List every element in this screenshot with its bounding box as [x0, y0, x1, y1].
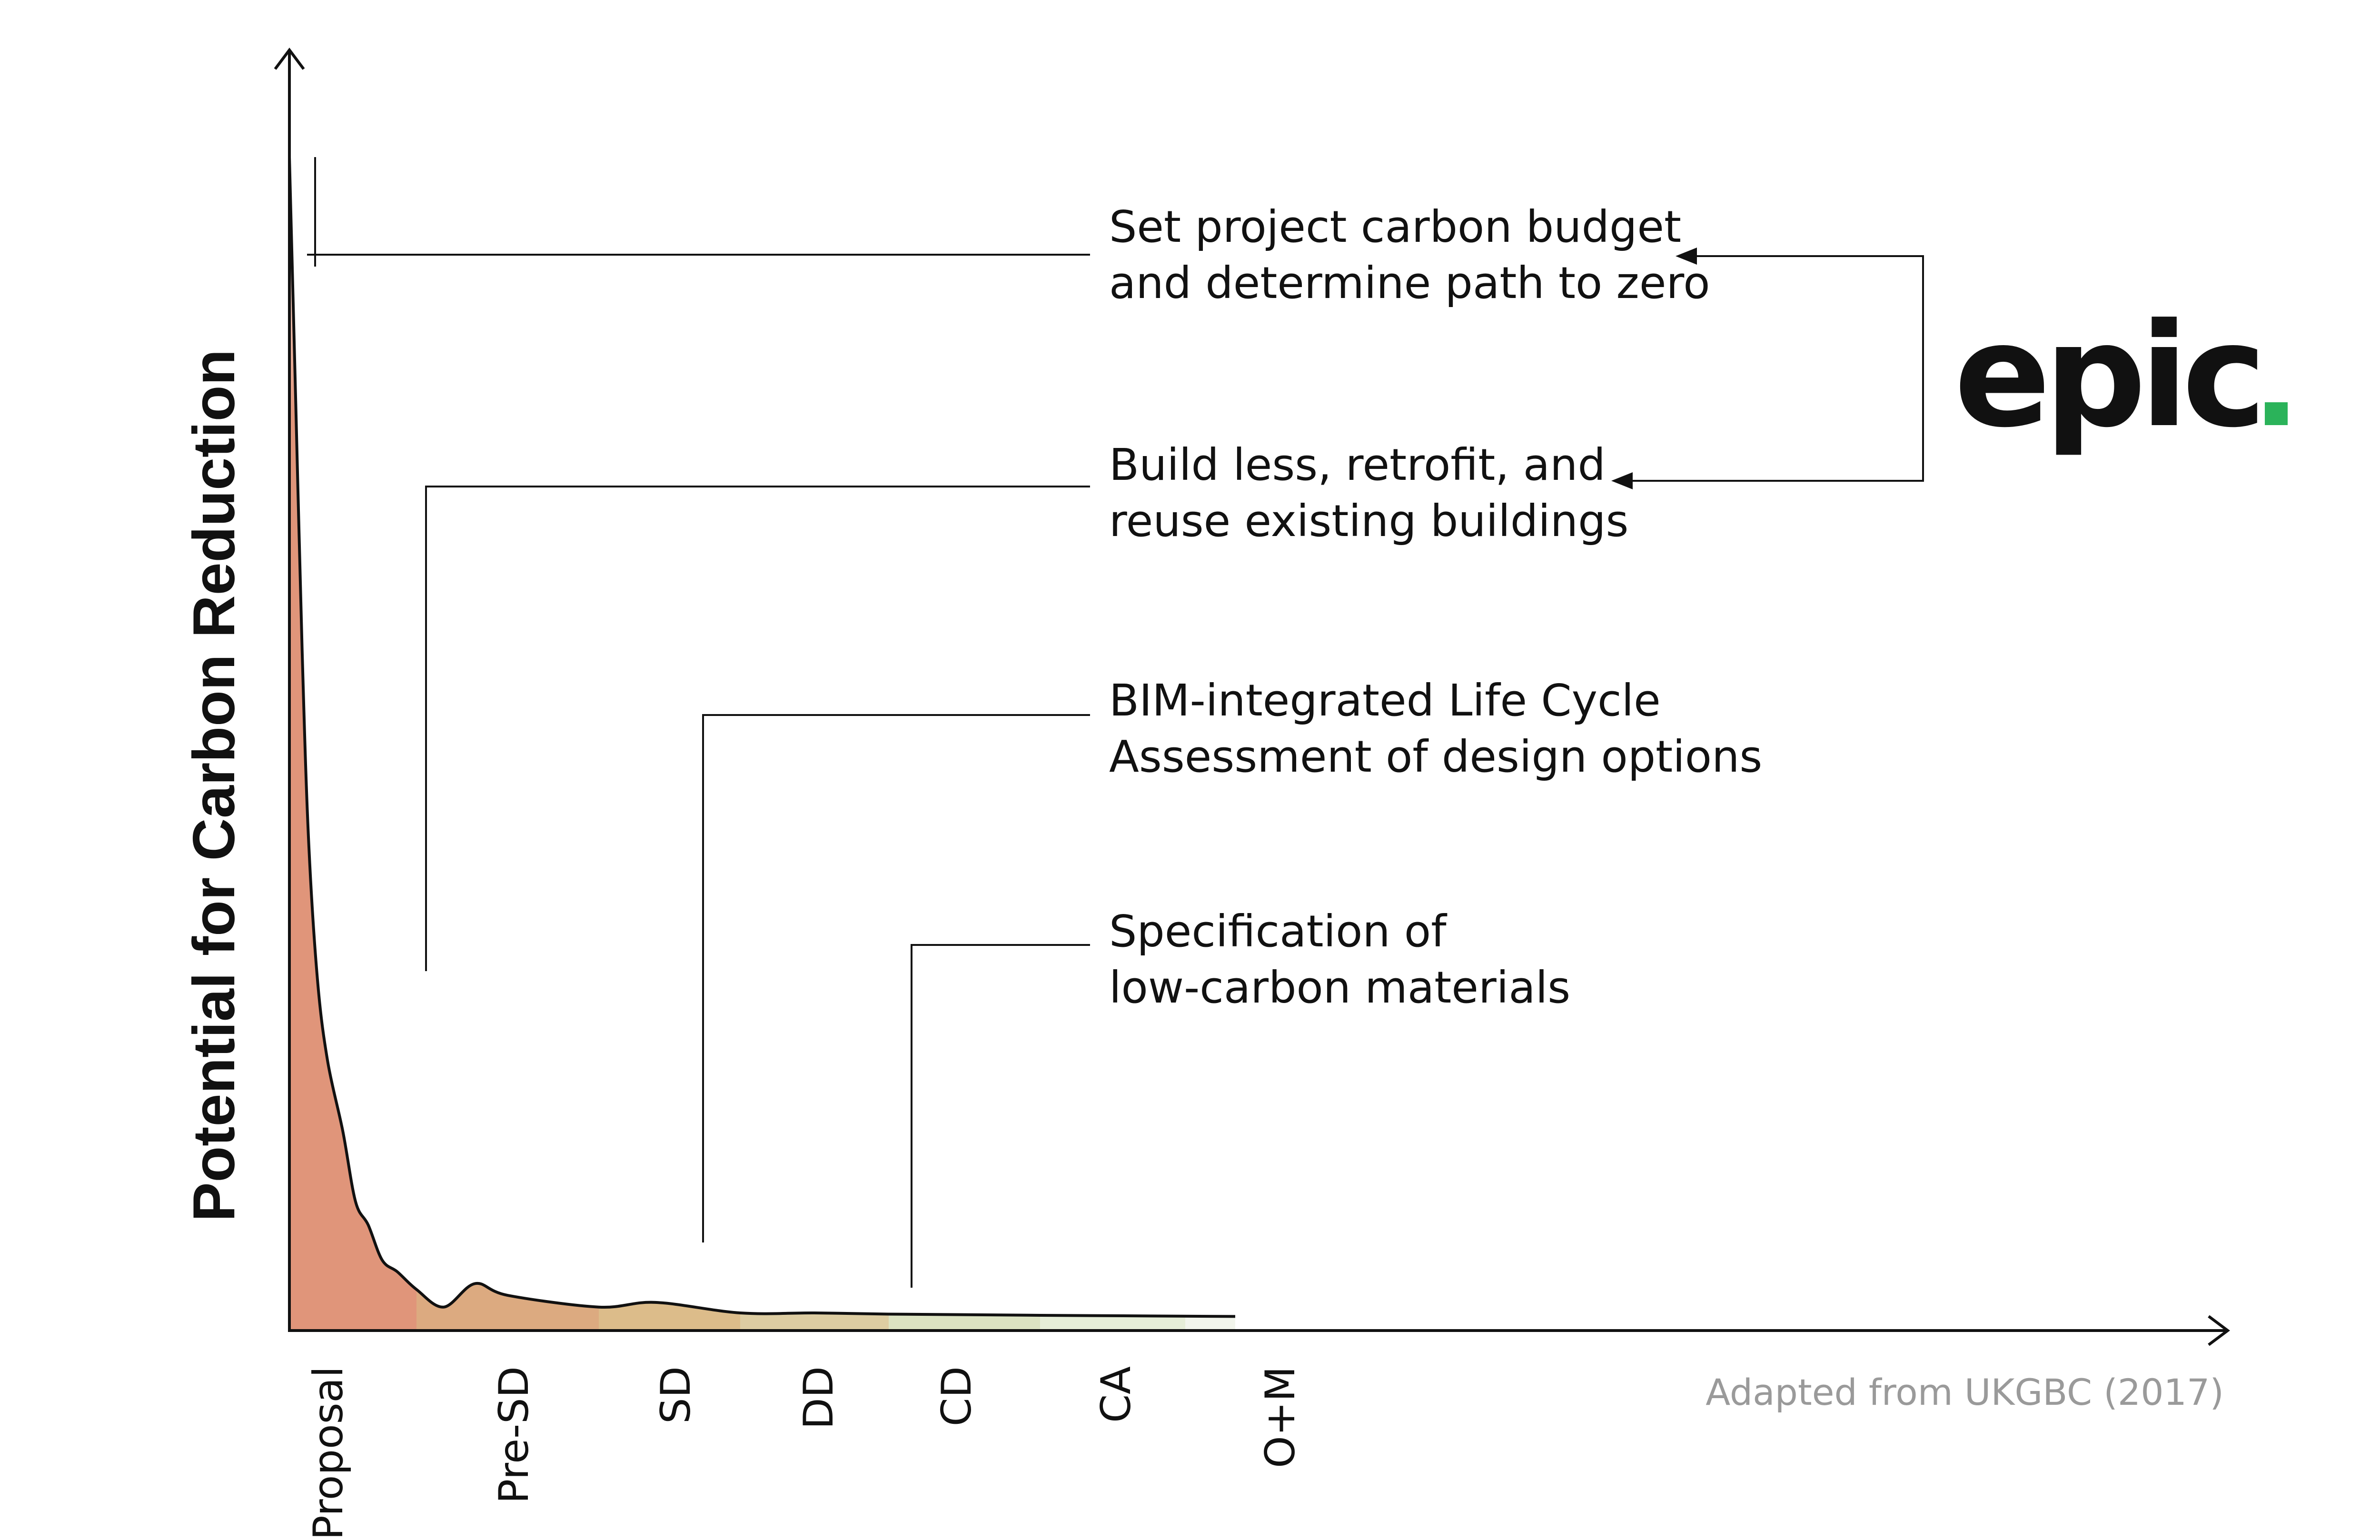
- annotation-low-carbon-materials: Specification of low-carbon materials: [1109, 904, 1570, 1016]
- annotation-line: BIM-integrated Life Cycle: [1109, 675, 1661, 726]
- y-axis-label: Potential for Carbon Reduction: [181, 349, 247, 1222]
- phase-label-sd: SD: [652, 1366, 700, 1424]
- annotation-line: low-carbon materials: [1109, 962, 1571, 1013]
- chart-stage: Potential for Carbon Reduction Set proje…: [181, 48, 2288, 1540]
- leader-low-carbon-materials: [911, 944, 1090, 1288]
- annotation-line: and determine path to zero: [1109, 258, 1710, 308]
- annotation-carbon-budget: Set project carbon budget and determine …: [1109, 199, 1710, 311]
- bracket-connector: [1628, 255, 1924, 482]
- phase-label-cd: CD: [933, 1366, 981, 1427]
- phase-band-sd: [599, 157, 740, 1331]
- reduction-curve: [288, 157, 1236, 1318]
- carbon-reduction-chart: [274, 48, 2230, 1346]
- annotation-line: Assessment of design options: [1109, 731, 1763, 782]
- phase-label-dd: DD: [795, 1366, 843, 1430]
- leader-build-less: [425, 486, 1090, 971]
- bracket-arrowhead-bottom: [1611, 472, 1633, 489]
- phase-label-ca: CA: [1092, 1366, 1140, 1423]
- logo-dot: [2264, 402, 2288, 425]
- annotation-bim-lca: BIM-integrated Life Cycle Assessment of …: [1109, 673, 1762, 785]
- bracket-arrowhead-top: [1676, 248, 1697, 265]
- phase-label-pre-sd: Pre-SD: [490, 1366, 538, 1504]
- logo-text: epic: [1954, 293, 2267, 459]
- leader-bim-lca: [702, 714, 1090, 1242]
- phase-band-pre-sd: [416, 157, 599, 1331]
- phase-label-proposal: Proposal: [305, 1366, 352, 1540]
- x-axis-arrow: [2208, 1315, 2230, 1346]
- annotation-line: reuse existing buildings: [1109, 496, 1629, 546]
- annotation-line: Set project carbon budget: [1109, 201, 1682, 252]
- y-axis-arrow: [274, 48, 305, 70]
- annotation-line: Build less, retrofit, and: [1109, 439, 1606, 490]
- phase-label-o-m: O+M: [1257, 1366, 1304, 1468]
- annotation-build-less: Build less, retrofit, and reuse existing…: [1109, 437, 1628, 549]
- annotation-line: Specification of: [1109, 906, 1447, 957]
- area-top-fade: [289, 157, 421, 414]
- epic-logo: epic: [1954, 305, 2288, 447]
- source-credit: Adapted from UKGBC (2017): [1706, 1371, 2224, 1413]
- phase-band-dd: [740, 157, 889, 1331]
- phase-band-proposal: [289, 157, 416, 1331]
